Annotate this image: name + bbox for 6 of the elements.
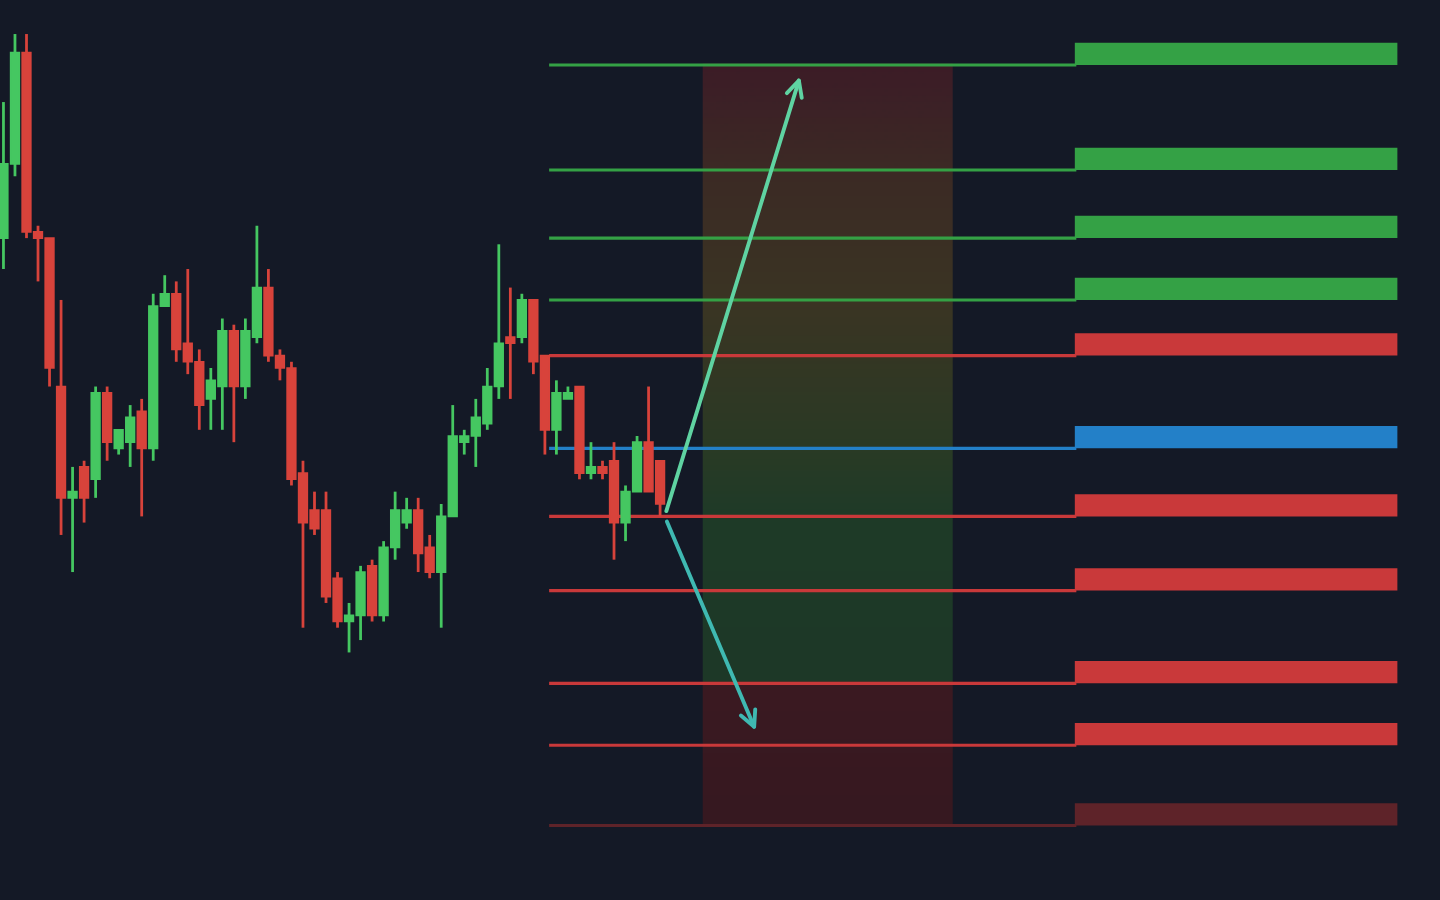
- candlestick: [78, 459, 90, 524]
- candlestick: [516, 292, 528, 345]
- candlestick: [505, 286, 516, 401]
- candlestick: [67, 465, 78, 574]
- candlestick: [136, 397, 147, 518]
- candlestick: [585, 440, 597, 481]
